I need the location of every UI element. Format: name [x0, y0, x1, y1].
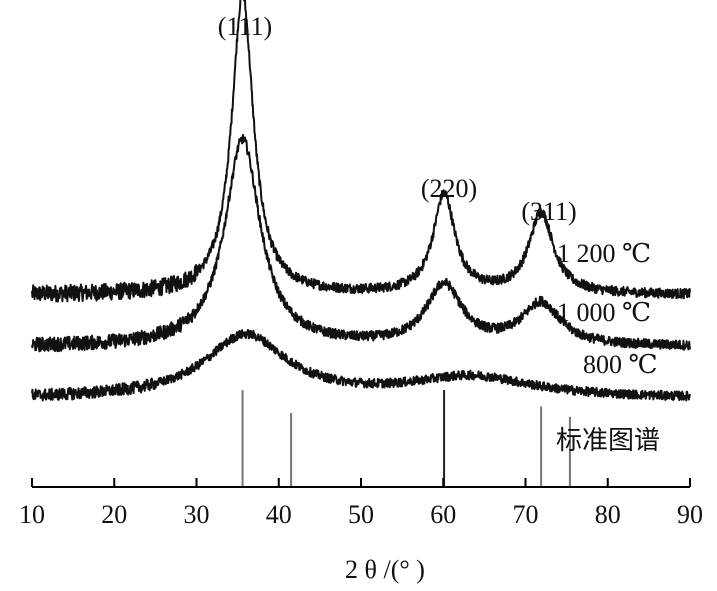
reference-lines: [241, 390, 571, 486]
x-tick-label-50: 50: [348, 500, 374, 529]
reference-label: 标准图谱: [556, 426, 660, 456]
series-line-1: [31, 133, 691, 353]
x-tick-label-90: 90: [677, 500, 703, 529]
peak-label-111: (111): [218, 12, 272, 41]
x-tick-label-30: 30: [184, 500, 210, 529]
x-tick-label-70: 70: [513, 500, 539, 529]
series-label-800: 800 ℃: [583, 350, 658, 379]
peak-label-311: (311): [521, 197, 576, 226]
x-axis-title: 2 θ /(° ): [345, 555, 425, 584]
x-tick-label-10: 10: [19, 500, 45, 529]
series-label-1000: 1 000 ℃: [557, 298, 651, 327]
series-line-0: [31, 0, 691, 303]
peak-label-220: (220): [421, 174, 477, 203]
x-tick-label-60: 60: [430, 500, 456, 529]
x-tick-label-20: 20: [101, 500, 127, 529]
series-label-1200: 1 200 ℃: [557, 239, 651, 268]
series-traces: [31, 0, 691, 402]
plot-area: 10 20 30 40 50 60 70 80 90: [19, 0, 703, 529]
x-axis-tick-labels: 10 20 30 40 50 60 70 80 90: [19, 500, 703, 529]
x-axis-ticks: [31, 478, 691, 487]
series-line-2: [31, 329, 691, 402]
x-tick-label-80: 80: [595, 500, 621, 529]
x-tick-label-40: 40: [266, 500, 292, 529]
